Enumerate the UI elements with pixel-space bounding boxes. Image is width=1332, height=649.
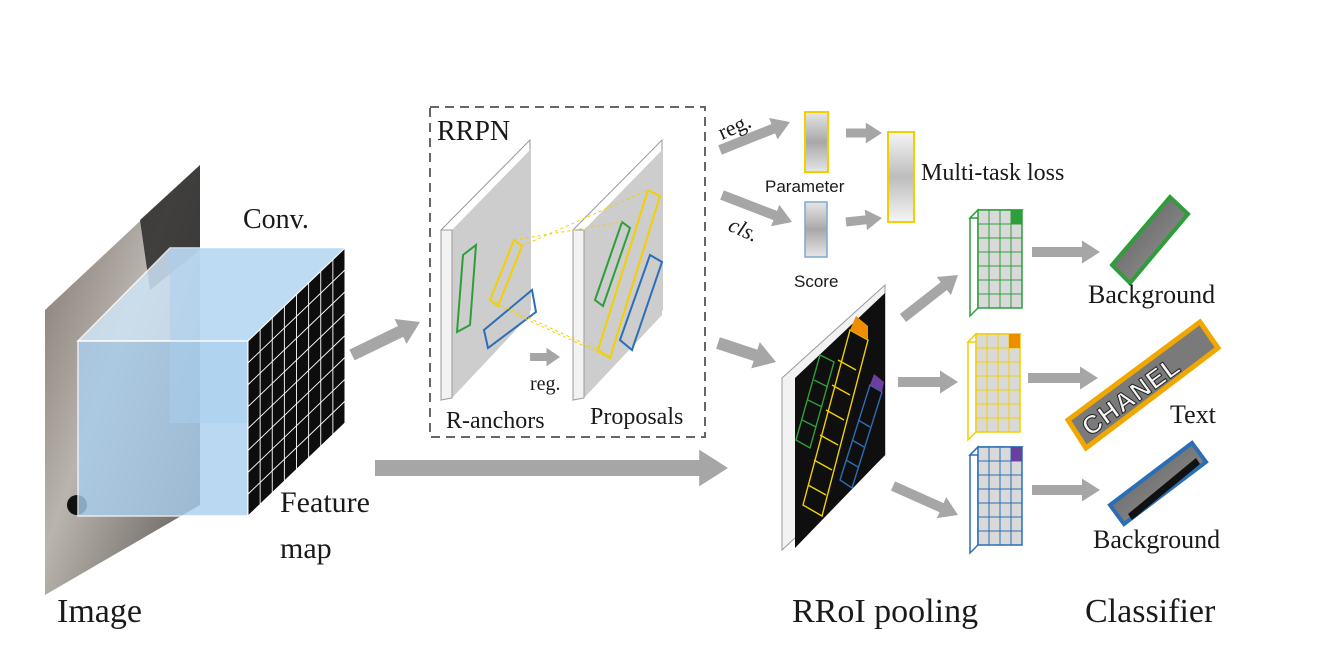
pooled-grid	[968, 208, 1024, 318]
classifier-label: Classifier	[1085, 593, 1216, 630]
feature-map-label-line2: map	[280, 532, 332, 565]
multitask-loss-bar	[887, 131, 915, 223]
feature-map-cube	[76, 246, 347, 518]
crop-text-chanel: CHANEL	[1064, 318, 1222, 452]
arrow-right-icon	[530, 347, 560, 367]
pooled-grid	[968, 445, 1024, 555]
multitask-loss-label: Multi-task loss	[921, 160, 1064, 186]
arrow-right-icon	[1032, 240, 1100, 264]
arrow-right-icon	[845, 209, 882, 231]
arrow-right-icon	[1032, 478, 1100, 502]
crop-background-top	[1109, 194, 1191, 286]
background-bottom-label: Background	[1093, 525, 1220, 554]
pooled-grids	[966, 208, 1024, 555]
pooled-grid	[966, 332, 1022, 442]
rroi-pooling-label: RRoI pooling	[792, 593, 978, 630]
cls-label: cls.	[725, 212, 763, 247]
score-bar	[804, 201, 828, 258]
proposals-plane	[572, 138, 664, 402]
background-top-label: Background	[1088, 280, 1215, 309]
arrow-right-icon	[720, 190, 792, 227]
r-anchors-plane	[440, 138, 538, 402]
arrow-right-icon	[890, 481, 958, 519]
arrow-right-icon	[718, 118, 790, 155]
arrow-right-icon	[349, 319, 420, 361]
arrow-right-icon	[899, 275, 958, 322]
score-label: Score	[794, 272, 838, 291]
image-label: Image	[57, 593, 142, 630]
arrow-right-icon	[1028, 366, 1098, 390]
rrpn-dashed-box	[429, 106, 706, 438]
arrow-right-icon	[375, 449, 728, 487]
conv-label: Conv.	[243, 204, 309, 235]
arrows-group	[349, 118, 1100, 519]
proposals-label: Proposals	[590, 404, 683, 430]
parameter-bar	[804, 111, 829, 173]
parameter-label: Parameter	[765, 177, 845, 196]
r-anchors-label: R-anchors	[446, 408, 545, 434]
arrow-right-icon	[846, 122, 882, 144]
arrow-right-icon	[898, 370, 958, 394]
text-label: Text	[1170, 400, 1217, 429]
rrpn-label: RRPN	[437, 116, 510, 147]
arrow-right-icon	[716, 337, 776, 369]
rroi-feature-map	[781, 283, 886, 552]
feature-map-label-line1: Feature	[280, 486, 370, 519]
crop-background-bottom	[1107, 440, 1209, 527]
rrpn-module	[429, 106, 706, 438]
reg-inner-label: reg.	[530, 373, 561, 395]
